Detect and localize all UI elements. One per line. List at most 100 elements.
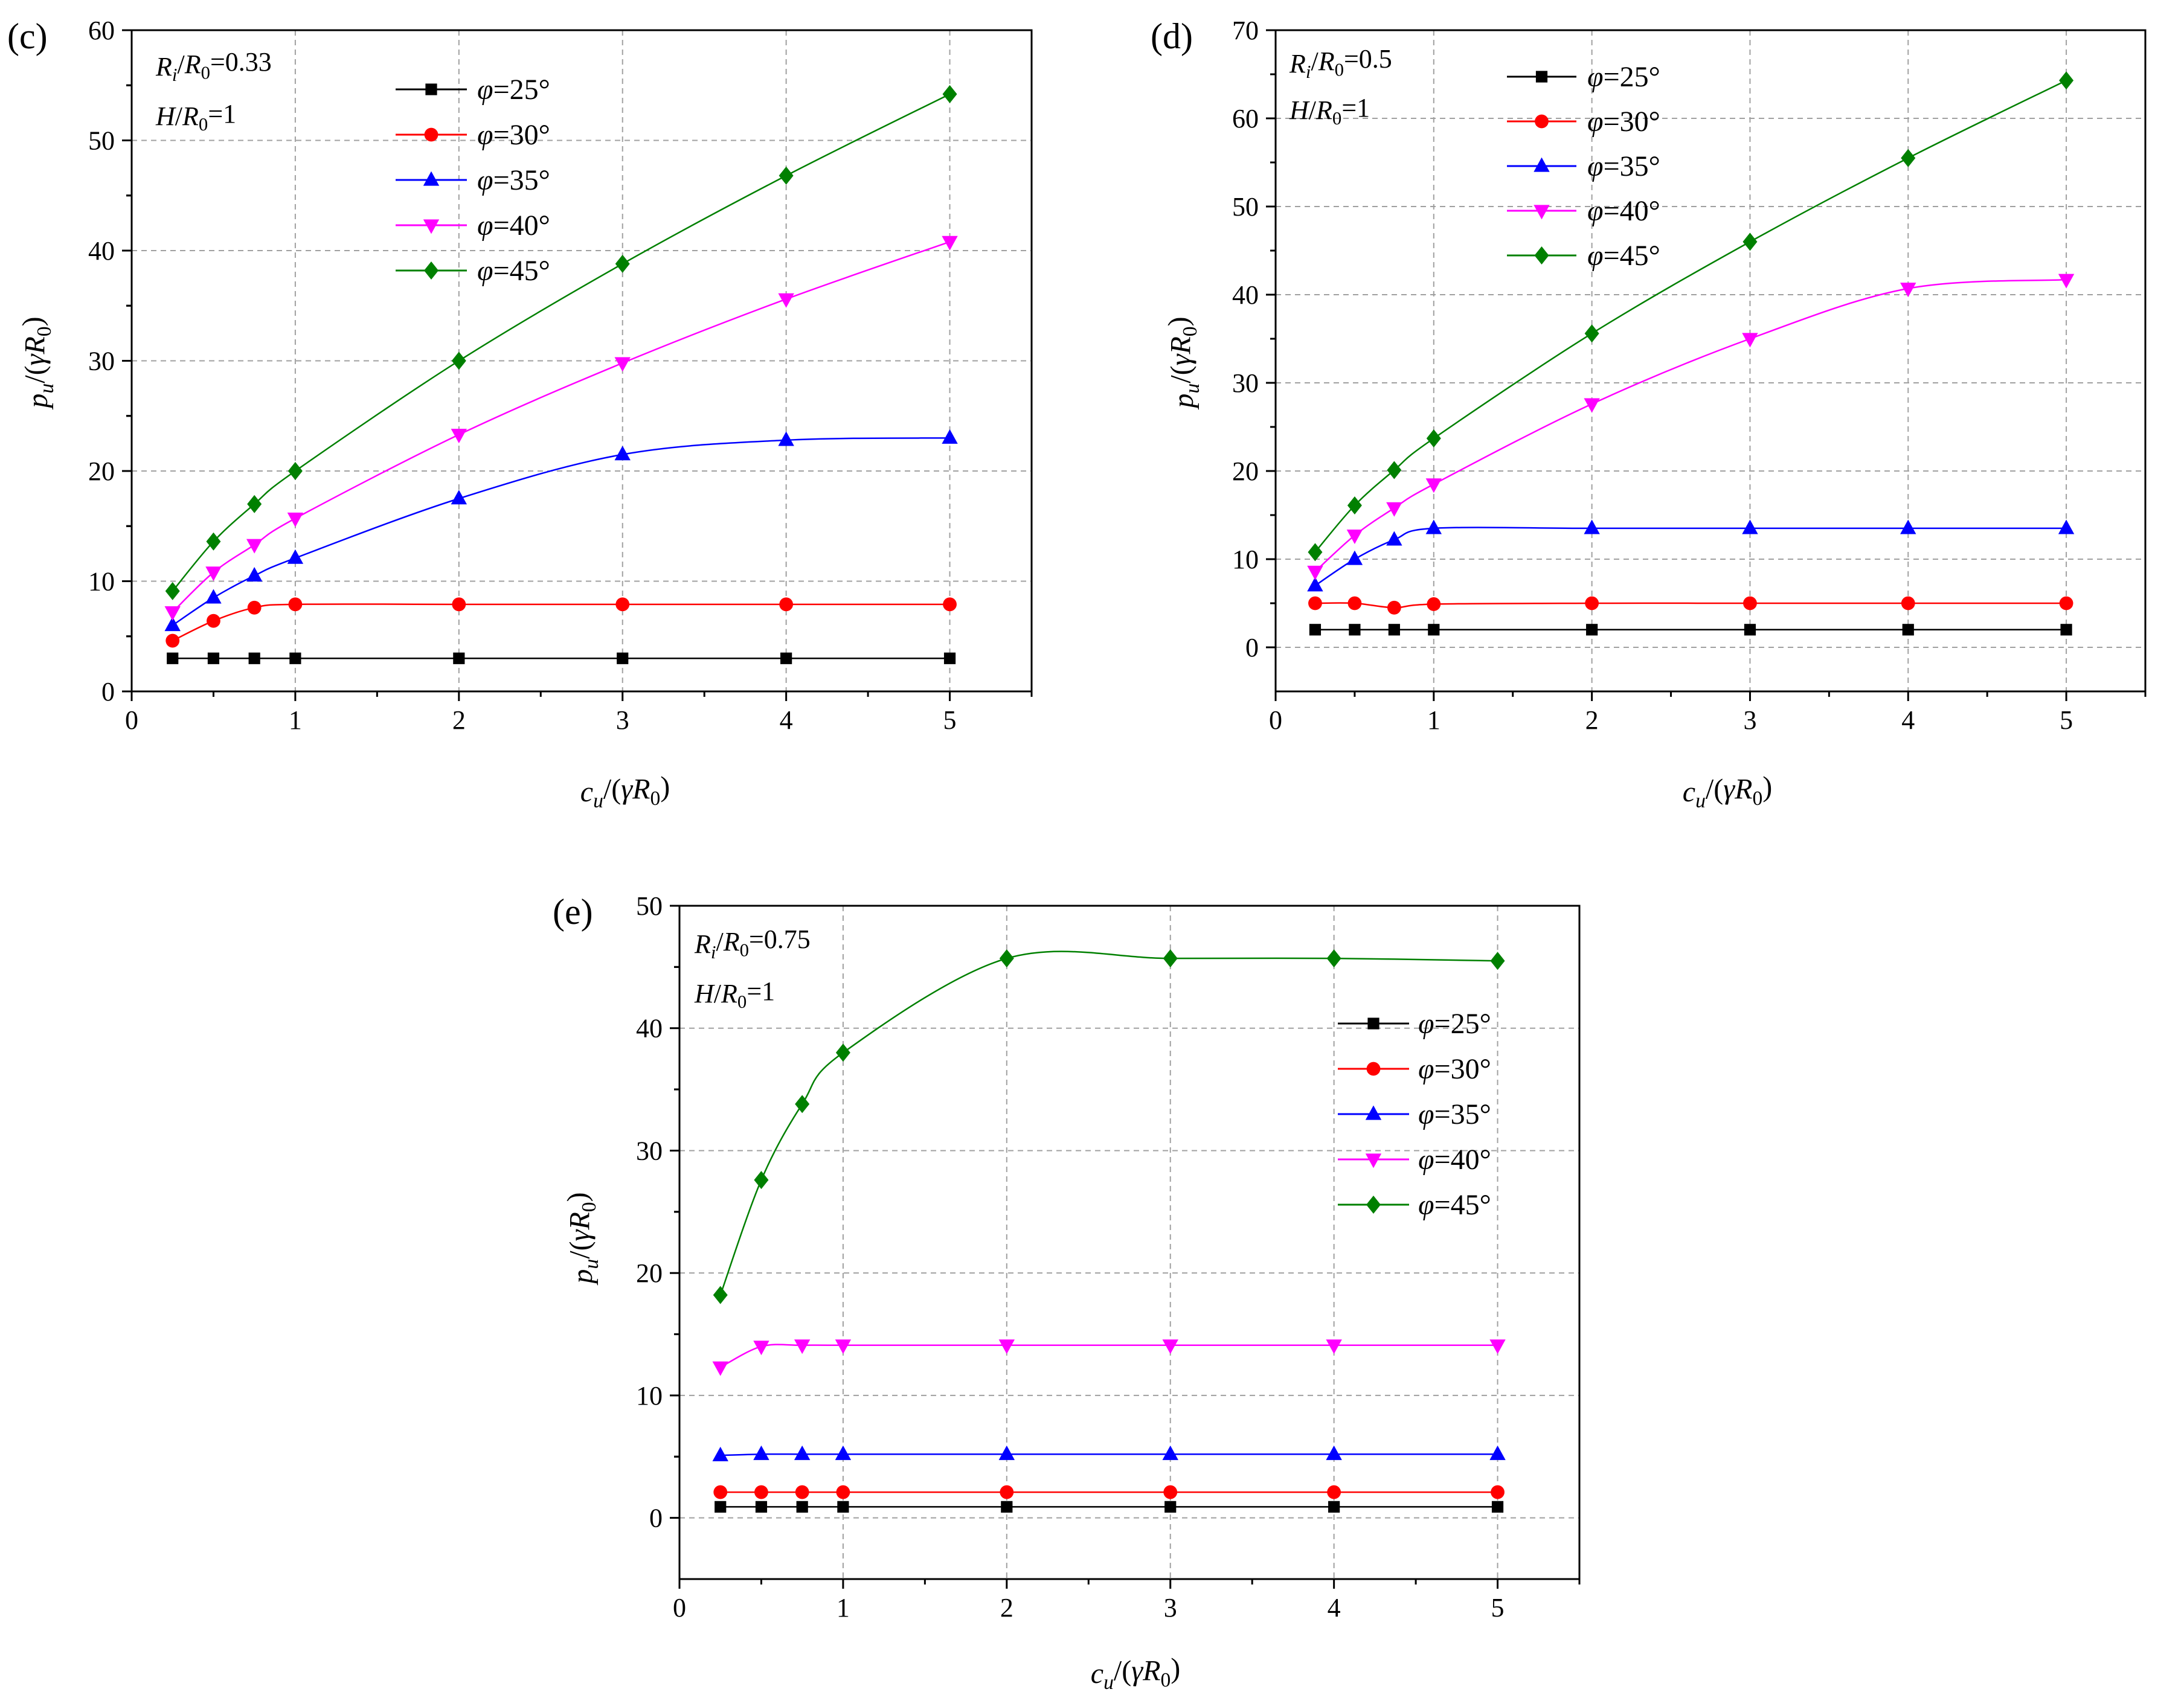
data-point: [754, 1171, 769, 1190]
x-tick-label: 0: [125, 705, 138, 735]
plot-frame: [678, 905, 1581, 1580]
y-tick-label: 0: [1245, 633, 1259, 662]
data-point: [998, 1445, 1015, 1460]
x-axis-title: cu/(γR0): [1091, 1652, 1180, 1694]
data-point: [1744, 624, 1756, 636]
panel-label: (d): [1151, 16, 1193, 56]
data-point: [835, 1043, 850, 1062]
legend-marker: [1534, 205, 1550, 220]
legend-item: φ=45°: [1507, 240, 1660, 272]
data-point: [452, 597, 466, 612]
legend-item: φ=45°: [1338, 1189, 1491, 1221]
data-point: [246, 539, 263, 554]
data-point: [205, 589, 222, 604]
data-point: [754, 1485, 768, 1499]
legend-label: φ=40°: [477, 210, 550, 242]
data-point: [999, 949, 1014, 968]
data-point: [1163, 1485, 1178, 1499]
data-point: [1900, 283, 1916, 298]
data-point: [614, 446, 631, 461]
data-point: [779, 597, 794, 612]
data-point: [287, 512, 304, 527]
data-point: [713, 1485, 728, 1499]
parameter-annotation: H/R0=1: [155, 99, 236, 135]
data-point: [1327, 1485, 1341, 1499]
legend: φ=25° φ=30° φ=35° φ=40° φ=45°: [1338, 1008, 1491, 1221]
data-point: [1426, 429, 1441, 447]
y-tick-label: 20: [88, 457, 115, 486]
x-tick-label: 0: [673, 1593, 686, 1623]
data-point: [453, 652, 465, 664]
x-tick-label: 4: [780, 705, 793, 735]
legend-item: φ=40°: [396, 210, 550, 242]
chart-panel-0: 0 1 2 3 4 50102030405060cu/(γR0)pu/(γR0)(c)Ri…: [7, 16, 1033, 812]
data-point: [780, 652, 792, 664]
data-point: [1427, 597, 1441, 611]
grid: [132, 30, 1032, 691]
data-point: [287, 549, 304, 564]
data-point: [2059, 596, 2073, 610]
legend-item: φ=35°: [1507, 150, 1660, 182]
data-point: [1347, 496, 1362, 514]
y-tick-label: 70: [1232, 16, 1259, 45]
data-point: [778, 293, 794, 308]
data-point: [794, 1339, 811, 1354]
y-tick-label: 20: [1232, 457, 1259, 486]
data-point: [796, 1501, 808, 1513]
data-point: [1900, 519, 1916, 534]
y-tick-label: 10: [1232, 545, 1259, 574]
data-point: [779, 166, 794, 185]
data-point: [617, 652, 629, 664]
legend-label: φ=30°: [1418, 1053, 1491, 1085]
y-tick-label: 10: [636, 1381, 663, 1411]
data-point: [1346, 529, 1363, 544]
legend-item: φ=30°: [1338, 1053, 1491, 1085]
data-point: [451, 351, 466, 370]
data-point: [1489, 1339, 1506, 1354]
legend-marker: [1366, 1196, 1381, 1214]
series-line: [172, 93, 951, 592]
data-point: [207, 652, 220, 664]
legend-label: φ=35°: [477, 164, 550, 196]
x-tick-label: 5: [2060, 705, 2073, 735]
legend-item: φ=40°: [1507, 195, 1660, 227]
y-tick-label: 30: [636, 1136, 663, 1165]
x-tick-label: 5: [1491, 1593, 1505, 1623]
legend-label: φ=35°: [1418, 1098, 1491, 1130]
data-point: [451, 429, 467, 444]
data-point: [164, 617, 181, 632]
x-tick-label: 5: [943, 705, 957, 735]
data-point: [1346, 550, 1363, 565]
data-point: [795, 1095, 810, 1113]
data-point: [1585, 596, 1599, 610]
data-point: [1425, 478, 1442, 493]
series-phi35: [164, 429, 958, 632]
data-point: [778, 431, 794, 446]
data-point: [835, 1445, 852, 1460]
data-point: [165, 633, 180, 648]
data-point: [942, 236, 958, 251]
y-tick-label: 0: [649, 1504, 663, 1533]
data-point: [1901, 149, 1916, 167]
data-point: [247, 495, 262, 513]
y-axis-title: pu/(γR0): [1162, 316, 1204, 409]
data-point: [712, 1361, 728, 1376]
legend-marker: [1535, 71, 1548, 83]
data-point: [1490, 952, 1505, 970]
legend-label: φ=25°: [1418, 1008, 1491, 1040]
data-point: [1387, 461, 1402, 479]
legend-label: φ=45°: [1587, 240, 1660, 272]
data-point: [289, 652, 301, 664]
series-phi30: [1308, 596, 2073, 615]
x-tick-label: 2: [1000, 1593, 1013, 1623]
data-point: [1326, 1339, 1342, 1354]
data-point: [1308, 596, 1322, 610]
data-point: [1586, 624, 1598, 636]
data-point: [206, 532, 221, 551]
y-tick-label: 50: [636, 891, 663, 921]
y-tick-label: 10: [88, 567, 115, 597]
data-point: [1328, 1501, 1340, 1513]
data-point: [998, 1339, 1015, 1354]
y-axis-title: pu/(γR0): [561, 1192, 603, 1285]
data-point: [755, 1501, 768, 1513]
